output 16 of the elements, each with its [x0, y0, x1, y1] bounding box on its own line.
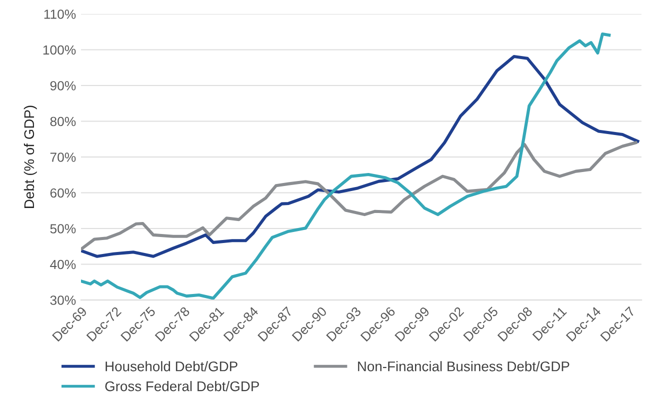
y-tick-label: 80% [50, 116, 76, 126]
line-series [81, 55, 640, 258]
y-tick-label: 70% [50, 152, 76, 162]
y-tick-label: 40% [50, 260, 76, 270]
y-tick-label: 50% [50, 224, 76, 234]
legend-label: Household Debt/GDP [106, 361, 238, 372]
legend-label: Gross Federal Debt/GDP [105, 381, 259, 392]
y-tick-label: 100% [43, 45, 76, 55]
line-series [81, 32, 611, 300]
y-tick-label: 30% [50, 296, 76, 305]
y-tick-label: 60% [50, 188, 76, 198]
y-tick-label: 110% [44, 10, 76, 19]
legend-label: Non-Financial Business Debt/GDP [358, 361, 570, 372]
y-tick-label: 90% [50, 81, 76, 90]
y-axis-title: Debt (% of GDP) [24, 106, 37, 208]
line-series [81, 141, 638, 251]
